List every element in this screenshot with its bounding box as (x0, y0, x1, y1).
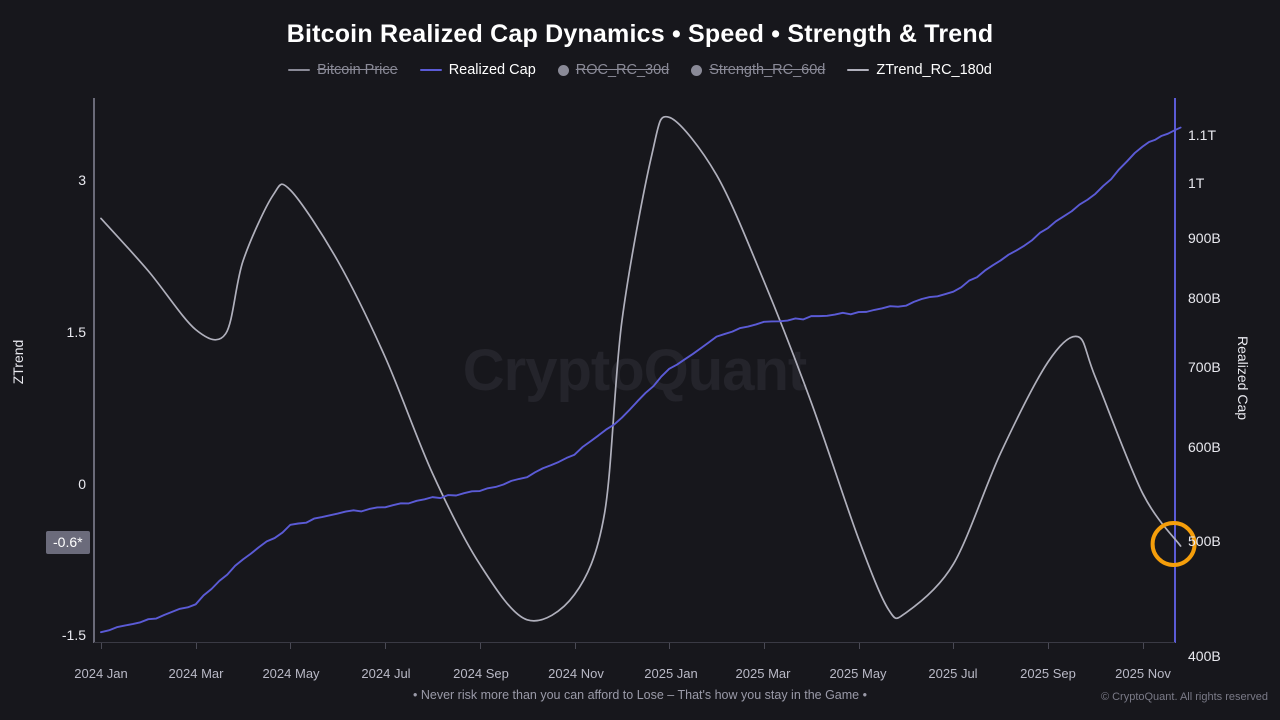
plot-area: CryptoQuant (94, 98, 1197, 642)
x-tick-label: 2024 Jul (361, 666, 411, 681)
x-tick-mark (290, 643, 292, 649)
legend-circle-icon (557, 64, 569, 76)
page-title: Bitcoin Realized Cap Dynamics • Speed • … (286, 20, 994, 48)
x-tick-label: 2024 Nov (548, 666, 604, 681)
x-tick-mark (763, 643, 765, 649)
x-tick-mark (669, 643, 671, 649)
legend-item-realized-cap[interactable]: Realized Cap (419, 62, 536, 78)
legend-item-strength-rc-60d[interactable]: Strength_RC_60d (691, 62, 825, 78)
right-tick-label: 600B (1188, 439, 1221, 455)
left-tick-label: 0 (78, 476, 86, 492)
legend-label: Bitcoin Price (317, 62, 398, 78)
left-tick-label: 3 (78, 172, 86, 188)
x-tick-label: 2025 Nov (1115, 666, 1171, 681)
x-tick-label: 2024 May (262, 666, 320, 681)
highlight-circle-annotation (1150, 521, 1197, 567)
x-tick-label: 2025 Sep (1020, 666, 1076, 681)
legend-label: Realized Cap (448, 62, 536, 78)
x-tick-label: 2024 Jan (74, 666, 128, 681)
x-tick-label: 2025 Jan (644, 666, 698, 681)
left-tick-label: -1.5 (61, 627, 86, 643)
footer-disclaimer: • Never risk more than you can afford to… (413, 688, 867, 702)
copyright-text: © CryptoQuant. All rights reserved (1100, 691, 1268, 703)
left-axis-ticks: 3 1.5 0 -1.5 (0, 0, 86, 720)
legend-label: Strength_RC_60d (709, 62, 826, 78)
x-axis-labels: 2024 Jan 2024 Mar 2024 May 2024 Jul 2024… (0, 666, 1280, 686)
right-axis-ticks: 1.1T 1T 900B 800B 700B 600B 500B 400B (1188, 0, 1278, 720)
left-axis-spine (93, 98, 95, 643)
current-value-badge: -0.6* (46, 531, 90, 554)
x-tick-label: 2025 Mar (735, 666, 791, 681)
x-tick-mark (858, 643, 860, 649)
x-tick-label: 2024 Mar (168, 666, 224, 681)
x-tick-mark (953, 643, 955, 649)
x-tick-mark (195, 643, 197, 649)
legend-line-icon (288, 69, 311, 71)
right-tick-label: 1.1T (1188, 127, 1217, 143)
x-tick-mark (574, 643, 576, 649)
right-tick-label: 1T (1188, 175, 1205, 191)
legend-item-bitcoin-price[interactable]: Bitcoin Price (288, 62, 398, 78)
x-tick-mark (1048, 643, 1049, 649)
right-tick-label: 800B (1188, 290, 1221, 306)
x-tick-mark (479, 643, 481, 649)
legend-item-ztrend-rc-180d[interactable]: ZTrend_RC_180d (847, 62, 992, 78)
x-tick-label: 2024 Sep (453, 666, 509, 681)
legend-label: ZTrend_RC_180d (876, 62, 992, 78)
realized-cap-line (100, 126, 1182, 634)
ztrend-line (100, 115, 1182, 622)
legend-circle-icon (691, 64, 703, 76)
right-tick-label: 700B (1188, 359, 1221, 375)
x-tick-mark (385, 643, 387, 649)
right-axis-spine (1174, 98, 1176, 643)
legend-label: ROC_RC_30d (575, 62, 670, 78)
legend-line-icon (847, 69, 870, 71)
series-svg (100, 115, 1197, 634)
chart-legend: Bitcoin Price Realized Cap ROC_RC_30d St… (0, 62, 1280, 78)
left-axis-title: ZTrend (10, 339, 26, 385)
right-tick-label: 400B (1188, 648, 1221, 664)
right-axis-title: Realized Cap (1235, 335, 1251, 421)
x-tick-mark (101, 643, 102, 649)
right-tick-label: 900B (1188, 230, 1221, 246)
x-axis-line (94, 642, 1175, 643)
x-tick-label: 2025 Jul (928, 666, 978, 681)
left-tick-label: 1.5 (66, 324, 86, 340)
legend-item-roc-rc-30d[interactable]: ROC_RC_30d (557, 62, 670, 78)
x-tick-mark (1142, 643, 1144, 649)
x-tick-label: 2025 May (829, 666, 887, 681)
right-tick-label: 500B (1188, 533, 1221, 549)
legend-line-icon (419, 69, 442, 71)
